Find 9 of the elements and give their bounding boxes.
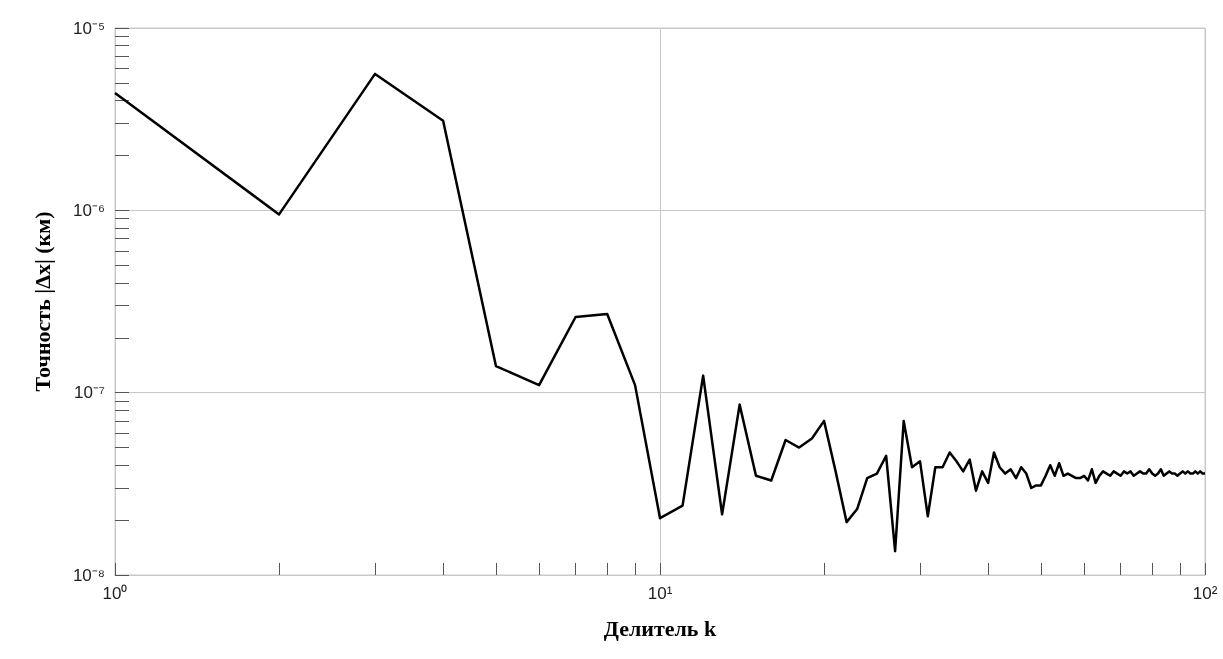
- y-tick-label: 10⁻⁶: [73, 200, 105, 220]
- x-tick-label: 10⁰: [102, 584, 128, 603]
- y-tick-label: 10⁻⁵: [73, 18, 105, 38]
- x-tick-label: 10¹: [647, 584, 673, 603]
- x-axis-title: Делитель k: [603, 615, 717, 641]
- y-tick-label: 10⁻⁸: [72, 565, 105, 585]
- y-tick-label: 10⁻⁷: [73, 383, 105, 403]
- x-tick-label: 10²: [1192, 584, 1218, 603]
- y-axis-title: Точность |Δx| (км): [29, 211, 55, 392]
